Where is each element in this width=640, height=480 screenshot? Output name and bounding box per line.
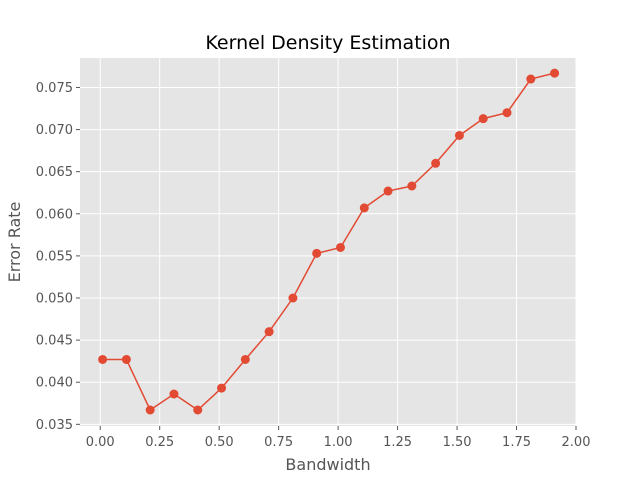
data-point: [240, 354, 250, 364]
data-point: [454, 130, 464, 140]
grid-lines: [80, 58, 577, 426]
y-axis-label: Error Rate: [5, 202, 24, 283]
data-points: [98, 68, 560, 415]
data-point: [478, 114, 488, 124]
y-tick-label: 0.075: [36, 81, 73, 96]
data-point: [550, 68, 560, 78]
data-point: [312, 248, 322, 258]
plot-area: [80, 58, 576, 426]
y-tick-label: 0.035: [36, 418, 73, 433]
data-point: [502, 108, 512, 118]
data-point: [169, 389, 179, 399]
x-tick-label: 0.25: [145, 435, 174, 450]
x-axis-ticks: 0.00 0.25 0.50 0.75 1.00 1.25 1.50 1.75 2.00: [86, 426, 591, 450]
x-tick-label: 1.50: [443, 435, 472, 450]
y-tick-label: 0.060: [36, 207, 73, 222]
data-point: [121, 354, 131, 364]
y-tick-label: 0.045: [36, 334, 73, 349]
series-line: [102, 72, 555, 412]
x-tick-label: 2.00: [562, 435, 591, 450]
x-tick-label: 1.75: [502, 435, 531, 450]
data-point: [335, 242, 345, 252]
data-point: [359, 203, 369, 213]
data-point: [288, 293, 298, 303]
data-point: [407, 181, 417, 191]
data-point: [526, 74, 536, 84]
chart-title: Kernel Density Estimation: [205, 32, 450, 54]
x-tick-label: 1.00: [324, 435, 353, 450]
x-tick-label: 1.25: [383, 435, 412, 450]
data-point: [145, 405, 155, 415]
y-tick-label: 0.040: [36, 376, 73, 391]
y-tick-label: 0.065: [36, 165, 73, 180]
data-point: [383, 186, 393, 196]
y-tick-label: 0.055: [36, 249, 73, 264]
x-axis-label: Bandwidth: [285, 455, 370, 474]
y-tick-label: 0.070: [36, 123, 73, 138]
x-tick-label: 0.75: [264, 435, 293, 450]
data-point: [431, 158, 441, 168]
data-point: [264, 327, 274, 337]
x-tick-label: 0.50: [205, 435, 234, 450]
x-tick-label: 0.00: [86, 435, 115, 450]
data-point: [217, 383, 227, 393]
data-point: [98, 354, 108, 364]
y-axis-ticks: 0.035 0.040 0.045 0.050 0.055 0.060 0.065 0.070…: [36, 81, 80, 433]
y-tick-label: 0.050: [36, 292, 73, 307]
data-point: [193, 405, 203, 415]
